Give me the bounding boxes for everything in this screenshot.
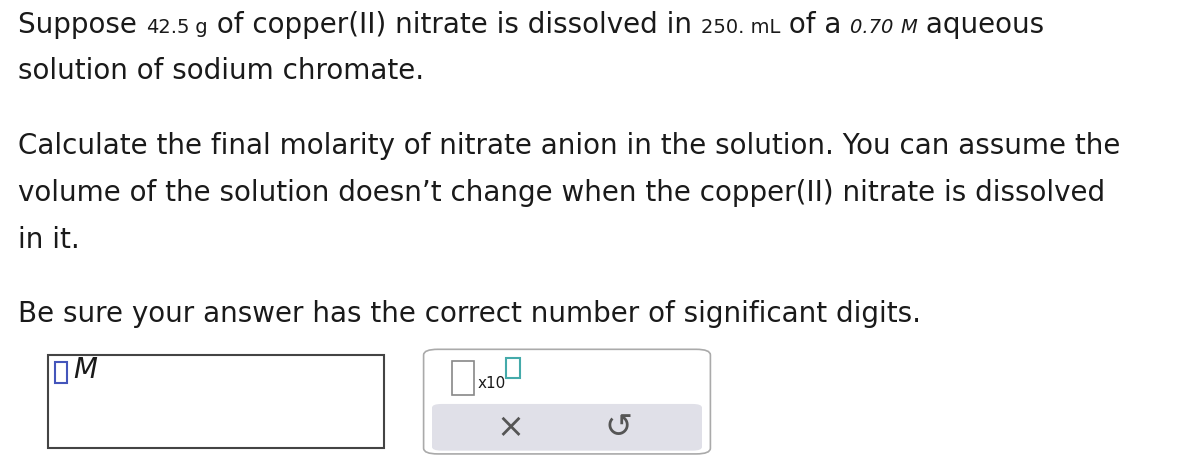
Text: 42.5: 42.5 bbox=[145, 18, 190, 37]
Text: of copper(II) nitrate is dissolved in: of copper(II) nitrate is dissolved in bbox=[208, 11, 701, 39]
Text: g: g bbox=[190, 18, 208, 37]
Text: Be sure your answer has the correct number of significant digits.: Be sure your answer has the correct numb… bbox=[18, 300, 922, 328]
Text: 250. mL: 250. mL bbox=[701, 18, 780, 37]
Text: ↺: ↺ bbox=[605, 411, 632, 444]
Text: M: M bbox=[73, 356, 97, 384]
Text: Calculate the final molarity of nitrate anion in the solution. You can assume th: Calculate the final molarity of nitrate … bbox=[18, 132, 1121, 160]
Text: solution of sodium chromate.: solution of sodium chromate. bbox=[18, 57, 424, 85]
Text: x10: x10 bbox=[478, 376, 506, 391]
Text: ×: × bbox=[497, 411, 524, 444]
Text: volume of the solution doesn’t change when the copper(II) nitrate is dissolved: volume of the solution doesn’t change wh… bbox=[18, 179, 1105, 207]
Text: aqueous: aqueous bbox=[917, 11, 1044, 39]
Text: in it.: in it. bbox=[18, 226, 79, 254]
Text: 0.70: 0.70 bbox=[851, 18, 900, 37]
Text: of a: of a bbox=[780, 11, 851, 39]
Text: Suppose: Suppose bbox=[18, 11, 145, 39]
Text: M: M bbox=[900, 18, 917, 37]
